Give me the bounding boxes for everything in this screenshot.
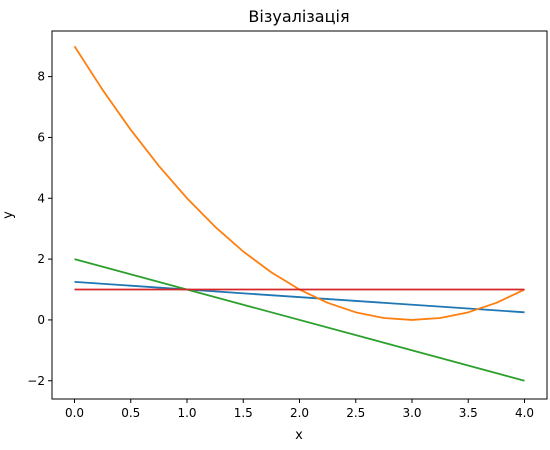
series-line-1 xyxy=(74,281,525,314)
x-tick-label: 3.0 xyxy=(402,406,421,420)
y-tick-label: 6 xyxy=(37,130,45,144)
x-axis-ticks: 0.0 0.5 1.0 1.5 2.0 2.5 3.0 3.5 4.0 xyxy=(65,399,534,420)
y-axis-label: y xyxy=(1,211,16,219)
y-tick-label: −2 xyxy=(27,374,45,388)
y-tick-label: 0 xyxy=(37,313,45,327)
x-tick-label: 1.5 xyxy=(234,406,253,420)
x-tick-label: 4.0 xyxy=(515,406,534,420)
y-axis-ticks: −2 0 2 4 6 8 xyxy=(27,70,52,388)
x-tick-label: 0.0 xyxy=(65,406,84,420)
y-tick-label: 4 xyxy=(37,191,45,205)
plot-area-frame xyxy=(51,30,548,400)
y-tick-label: 8 xyxy=(37,70,45,84)
x-tick-label: 2.5 xyxy=(346,406,365,420)
series-layer xyxy=(73,45,525,382)
x-axis-label: x xyxy=(295,428,303,443)
x-tick-label: 2.0 xyxy=(290,406,309,420)
series-line-2 xyxy=(73,45,525,321)
series-line-3 xyxy=(74,258,525,382)
x-tick-label: 0.5 xyxy=(121,406,140,420)
y-tick-label: 2 xyxy=(37,252,45,266)
x-tick-label: 1.0 xyxy=(177,406,196,420)
chart-title: Візуалізація xyxy=(248,7,349,26)
x-tick-label: 3.5 xyxy=(459,406,478,420)
